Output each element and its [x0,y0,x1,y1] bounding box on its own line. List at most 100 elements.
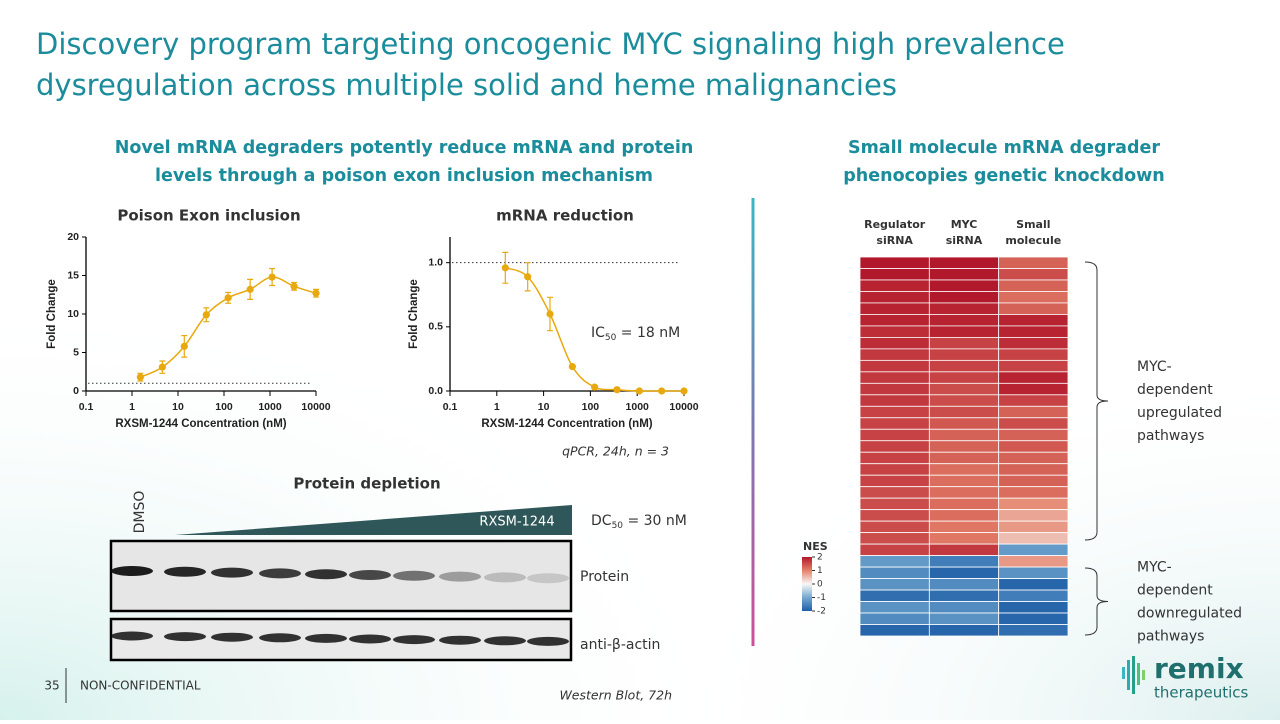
heatmap-cell [998,509,1069,522]
heatmap-cell [998,359,1069,373]
annotation-sub: 50 [605,333,617,343]
bracket [1084,261,1109,541]
heatmap-cell [998,440,1069,453]
chart-note: qPCR, 24h, n = 3 [562,444,669,459]
protein-band [211,567,253,578]
heatmap-cell [998,532,1069,545]
heatmap-cell [859,417,930,430]
heatmap-cell [859,612,930,625]
control-label: DMSO [132,491,148,534]
heatmap-cell [859,578,930,591]
y-tick-label: 1.0 [428,256,443,268]
heatmap-cell [998,417,1069,430]
group-label: MYC- [1137,359,1172,375]
heatmap-cell [859,279,930,292]
x-tick-label: 0.1 [443,401,458,413]
heatmap-cell [859,405,930,419]
logo-sub: therapeutics [1154,684,1249,702]
logo-icon [1122,656,1145,694]
heatmap-cell [928,348,1000,361]
y-tick-label: 10 [67,308,79,320]
data-point [501,264,509,272]
column-label: siRNA [876,234,913,247]
actin-band [111,631,153,641]
data-point [158,363,166,371]
heatmap-cell [998,405,1069,419]
heatmap-cell [998,555,1069,568]
heading: phenocopies genetic knockdown [843,166,1165,186]
colorbar-label: NES [803,540,828,553]
row-label: anti-β-actin [580,637,660,653]
heatmap-cell [928,486,1000,499]
actin-band [211,632,253,642]
actin-band [527,636,569,646]
heatmap-cell [928,601,1000,614]
heatmap-cell [998,279,1069,292]
y-tick-label: 20 [67,231,79,243]
heatmap-cell [859,394,930,407]
x-tick-label: 0.1 [79,401,94,413]
heatmap-cell [928,314,1000,327]
data-point [524,273,532,281]
heatmap-cell [998,371,1069,384]
heading: levels through a poison exon inclusion m… [155,166,653,186]
title: dysregulation across multiple solid and … [36,68,897,102]
heatmap-cell [928,555,1000,568]
x-tick-label: 10000 [301,401,330,413]
heatmap-cell [859,302,930,315]
heatmap-cell [998,382,1069,396]
heatmap-cell [859,325,930,338]
protein-band [164,566,206,577]
heatmap-cell [859,520,930,534]
data-point [680,387,688,395]
row-label: Protein [580,569,629,585]
heatmap-cell [928,612,1000,625]
annotation: IC50 = 18 nM [591,325,680,343]
protein-band [393,570,435,581]
heatmap-cell [859,451,930,465]
heatmap-cell [928,279,1000,292]
x-tick-label: 1000 [626,401,650,413]
x-axis-label: RXSM-1244 Concentration (nM) [115,418,286,430]
heatmap-cell [859,371,930,384]
heatmap-cell [859,624,930,637]
heatmap-cell [859,440,930,453]
dc50-text: DC [591,513,612,529]
dose-wedge [175,505,572,535]
y-tick-label: 5 [73,346,79,358]
y-tick-label: 0 [73,385,79,397]
heatmap-cell [998,497,1069,511]
heatmap-cell [859,543,930,557]
heatmap-cell [998,268,1069,281]
protein-band [484,572,526,583]
data-point [268,273,276,281]
x-tick-label: 1 [129,401,135,413]
data-point [180,342,188,350]
heatmap-cell [928,566,1000,579]
y-axis-label: Fold Change [408,279,420,349]
y-axis-label: Fold Change [46,279,58,349]
heatmap-cell [859,382,930,396]
heatmap-cell [998,520,1069,534]
colorbar-tick-label: 2 [817,553,823,563]
heatmap-cell [859,532,930,545]
actin-band [164,632,206,642]
y-tick-label: 0.5 [428,321,443,333]
heatmap-cell [859,428,930,442]
data-point [658,387,666,395]
heatmap-cell [998,543,1069,557]
chart-title: Poison Exon inclusion [117,207,300,225]
heatmap-cell [998,394,1069,407]
data-point [635,387,643,395]
annotation-text: IC [591,325,605,341]
heatmap-cell [859,348,930,361]
heatmap-cell [928,394,1000,407]
bracket [1084,567,1109,636]
heatmap-cell [998,578,1069,591]
heatmap-cell [928,520,1000,534]
data-point [568,363,576,371]
group-label: upregulated [1137,405,1222,421]
footer-label: NON-CONFIDENTIAL [80,679,201,693]
heatmap-cell [998,302,1069,315]
heatmap-cell [998,336,1069,350]
